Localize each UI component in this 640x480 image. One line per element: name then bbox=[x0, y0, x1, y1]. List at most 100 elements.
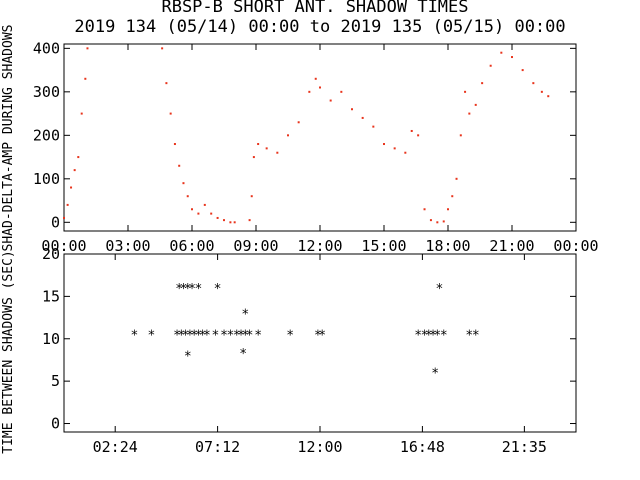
top-y-axis-label: SHAD-DELTA-AMP DURING SHADOWS bbox=[1, 25, 16, 252]
top-axes: 0 100 200 300 400 00:00 03:00 06:00 09:00 12:00 15… bbox=[33, 39, 599, 255]
x-tick-label: 16:48 bbox=[400, 438, 445, 456]
data-point bbox=[210, 212, 213, 215]
data-point bbox=[173, 143, 176, 146]
y-tick-label: 15 bbox=[42, 287, 60, 305]
data-point bbox=[287, 134, 289, 137]
data-point bbox=[459, 134, 462, 137]
data-point bbox=[451, 195, 454, 198]
y-tick-label: 10 bbox=[42, 330, 60, 348]
data-point bbox=[511, 56, 513, 59]
data-point bbox=[178, 164, 181, 167]
data-point bbox=[351, 108, 353, 111]
data-point: * bbox=[182, 329, 190, 344]
data-point: * bbox=[233, 329, 241, 344]
data-point bbox=[521, 69, 524, 72]
data-point bbox=[276, 151, 279, 154]
x-tick-label: 15:00 bbox=[361, 237, 406, 255]
data-point: * bbox=[414, 329, 422, 344]
data-point: * bbox=[177, 329, 185, 344]
data-point bbox=[361, 116, 364, 119]
data-point bbox=[257, 143, 260, 146]
data-point bbox=[73, 169, 76, 172]
y-tick-label: 0 bbox=[51, 213, 60, 231]
data-point bbox=[540, 90, 543, 93]
y-tick-label: 200 bbox=[33, 126, 60, 144]
data-point bbox=[66, 203, 69, 206]
data-point bbox=[372, 125, 375, 128]
data-point bbox=[70, 186, 73, 189]
data-point: * bbox=[220, 329, 228, 344]
data-point bbox=[165, 82, 168, 85]
data-point bbox=[223, 219, 225, 222]
y-tick-label: 20 bbox=[42, 245, 60, 263]
data-point bbox=[233, 221, 236, 224]
data-point bbox=[423, 208, 426, 211]
y-tick-label: 100 bbox=[33, 170, 60, 188]
data-point bbox=[417, 134, 420, 137]
data-point: * bbox=[186, 329, 194, 344]
data-point bbox=[84, 77, 87, 80]
data-point: * bbox=[239, 347, 247, 362]
data-point: * bbox=[212, 329, 220, 344]
x-tick-label: 00:00 bbox=[41, 237, 86, 255]
data-point bbox=[410, 129, 413, 132]
data-point: * bbox=[436, 282, 444, 297]
y-tick-label: 0 bbox=[51, 415, 60, 433]
data-point bbox=[63, 216, 65, 219]
top-panel: 0 100 200 300 400 00:00 03:00 06:00 09:00 12:00 15… bbox=[1, 25, 599, 255]
x-tick-label: 21:00 bbox=[489, 237, 534, 255]
data-point bbox=[80, 112, 83, 115]
data-point: * bbox=[318, 329, 326, 344]
data-point: * bbox=[237, 329, 245, 344]
data-point: * bbox=[173, 329, 181, 344]
top-points bbox=[63, 47, 550, 224]
data-point: * bbox=[194, 329, 202, 344]
data-point: * bbox=[188, 282, 196, 297]
x-tick-label: 21:35 bbox=[502, 438, 547, 456]
x-tick-label: 09:00 bbox=[233, 237, 278, 255]
data-point bbox=[464, 90, 467, 93]
data-point: * bbox=[203, 329, 211, 344]
data-point bbox=[77, 156, 80, 159]
data-point bbox=[161, 47, 164, 50]
data-point bbox=[319, 86, 321, 89]
data-point: * bbox=[190, 329, 198, 344]
bottom-axes: 0 5 10 15 20 02:24 07:12 12:00 16:48 21:35 bbox=[42, 245, 576, 456]
bottom-y-axis-label: TIME BETWEEN SHADOWS (SEC) bbox=[1, 250, 16, 454]
data-point: * bbox=[254, 329, 262, 344]
x-tick-label: 00:00 bbox=[553, 237, 598, 255]
data-point bbox=[182, 182, 185, 185]
data-point bbox=[252, 156, 255, 159]
data-point bbox=[248, 219, 251, 222]
x-tick-label: 12:00 bbox=[297, 237, 342, 255]
data-point bbox=[393, 147, 396, 150]
data-point bbox=[169, 112, 172, 115]
data-point bbox=[314, 77, 317, 80]
data-point: * bbox=[130, 329, 138, 344]
data-point bbox=[474, 103, 477, 106]
data-point: * bbox=[465, 329, 473, 344]
x-tick-label: 18:00 bbox=[425, 237, 470, 255]
data-point: * bbox=[199, 329, 207, 344]
data-point bbox=[455, 177, 458, 180]
data-point bbox=[404, 151, 407, 154]
chart-title: RBSP-B SHORT ANT. SHADOW TIMES bbox=[161, 0, 468, 17]
y-tick-label: 5 bbox=[51, 372, 60, 390]
data-point: * bbox=[425, 329, 433, 344]
data-point bbox=[442, 220, 445, 223]
x-tick-label: 12:00 bbox=[297, 438, 342, 456]
data-point bbox=[197, 212, 200, 215]
data-point bbox=[532, 82, 535, 85]
data-point bbox=[216, 216, 219, 219]
data-point bbox=[468, 112, 471, 115]
data-point bbox=[86, 47, 89, 50]
data-point: * bbox=[440, 329, 448, 344]
data-point bbox=[436, 221, 439, 224]
data-point: * bbox=[184, 350, 192, 365]
data-point: * bbox=[214, 282, 222, 297]
data-point: * bbox=[433, 329, 441, 344]
x-tick-label: 07:12 bbox=[195, 438, 240, 456]
top-plot-frame bbox=[63, 43, 577, 232]
